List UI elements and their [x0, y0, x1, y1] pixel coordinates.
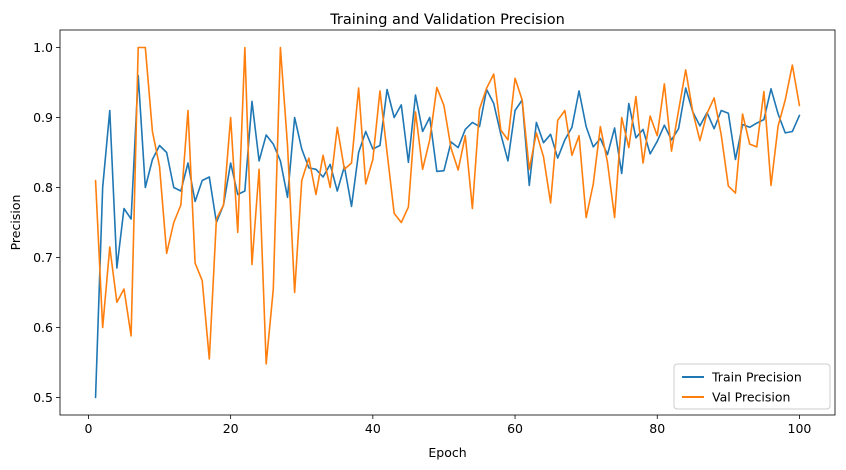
y-tick-label: 0.7	[33, 250, 53, 265]
series-layer	[94, 46, 801, 399]
axes-layer: 0 20 40 60 80 100 0.5 0.6 0.7 0.8 0.9 1.0	[33, 40, 811, 436]
x-tick-label: 20	[223, 421, 239, 436]
x-tick-label: 80	[649, 421, 665, 436]
x-tick-label: 40	[365, 421, 381, 436]
y-tick-label: 0.8	[33, 180, 53, 195]
val-precision-line	[94, 46, 801, 365]
x-axis-label: Epoch	[428, 445, 466, 460]
x-tick-label: 0	[84, 421, 92, 436]
y-tick-label: 0.6	[33, 320, 53, 335]
x-tick-label: 60	[507, 421, 523, 436]
chart-title: Training and Validation Precision	[329, 12, 565, 28]
y-tick-label: 0.5	[33, 390, 53, 405]
legend-label-val: Val Precision	[712, 390, 790, 405]
x-tick-label: 100	[788, 421, 812, 436]
y-tick-label: 0.9	[33, 110, 53, 125]
plot-area	[60, 30, 835, 415]
legend: Train Precision Val Precision	[673, 363, 831, 410]
plot-frame	[59, 29, 836, 416]
legend-label-train: Train Precision	[711, 370, 802, 385]
train-precision-line	[94, 74, 801, 399]
y-axis-label: Precision	[8, 195, 23, 251]
legend-box	[673, 363, 831, 410]
y-tick-label: 1.0	[33, 40, 53, 55]
